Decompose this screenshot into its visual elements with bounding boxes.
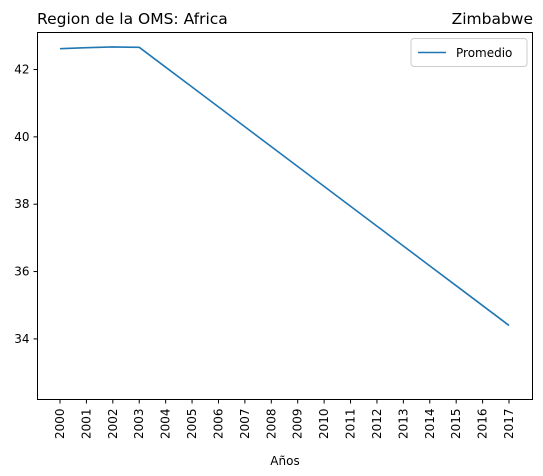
x-tick-label: 2010 bbox=[317, 409, 331, 440]
x-tick-label: 2004 bbox=[159, 409, 173, 440]
series-line bbox=[59, 46, 510, 327]
y-tick-label: 36 bbox=[14, 265, 29, 279]
x-tick-label: 2013 bbox=[396, 409, 410, 440]
y-tick-label: 40 bbox=[14, 130, 29, 144]
x-tick-label: 2001 bbox=[79, 409, 93, 440]
y-tick-label: 38 bbox=[14, 197, 29, 211]
chart-title-right: Zimbabwe bbox=[452, 10, 533, 28]
y-tick-label: 34 bbox=[14, 332, 29, 346]
x-tick-label: 2007 bbox=[238, 409, 252, 440]
x-tick-label: 2003 bbox=[132, 409, 146, 440]
x-tick-label: 2005 bbox=[185, 409, 199, 440]
series-layer bbox=[59, 46, 510, 327]
x-axis-label: Años bbox=[270, 454, 299, 468]
x-tick-label: 2000 bbox=[53, 409, 67, 440]
x-axis: 2000 2001 2002 2003 2004 2005 2006 2007 2008 2009… bbox=[53, 399, 516, 440]
x-tick-label: 2002 bbox=[106, 409, 120, 440]
x-tick-label: 2008 bbox=[264, 409, 278, 440]
plot-area bbox=[37, 32, 533, 400]
x-tick-label: 2009 bbox=[291, 409, 305, 440]
chart-title-left: Region de la OMS: Africa bbox=[37, 10, 228, 28]
x-tick-label: 2011 bbox=[344, 409, 358, 440]
y-tick-label: 42 bbox=[14, 63, 29, 77]
y-axis: 34 36 38 40 42 bbox=[14, 63, 38, 346]
legend-box bbox=[410, 38, 528, 67]
x-tick-label: 2017 bbox=[502, 409, 516, 440]
x-tick-label: 2015 bbox=[449, 409, 463, 440]
x-tick-label: 2006 bbox=[211, 409, 225, 440]
x-tick-label: 2014 bbox=[423, 409, 437, 440]
legend-label: Promedio bbox=[456, 46, 512, 60]
x-tick-label: 2012 bbox=[370, 409, 384, 440]
x-tick-label: 2016 bbox=[476, 409, 490, 440]
legend: Promedio bbox=[410, 38, 528, 67]
